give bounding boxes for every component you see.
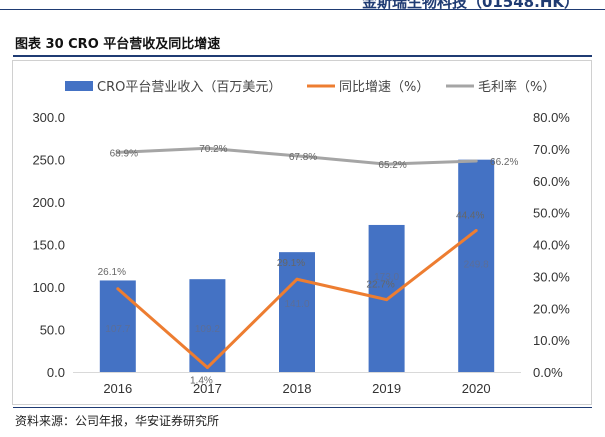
y-right-tick-label: 70.0% [533, 142, 570, 157]
source-note: 资料来源：公司年报，华安证券研究所 [15, 414, 220, 428]
y-right-tick-label: 60.0% [533, 174, 570, 189]
report-header: 金斯瑞生物科技（01548.HK） [0, 0, 605, 10]
y-right-tick-label: 40.0% [533, 238, 570, 253]
chart-frame: CRO平台营业收入（百万美元） 同比增速（%） 毛利率（%） 0.0 50.0 100.0… [12, 60, 592, 405]
y-left-tick-label: 0.0 [47, 365, 65, 380]
y-left-tick-label: 150.0 [32, 238, 65, 253]
x-tick-label: 2018 [283, 381, 312, 396]
legend-label-growth: 同比增速（%） [339, 80, 429, 95]
x-tick-label: 2017 [193, 381, 222, 396]
margin-value-label: 70.2% [199, 144, 227, 155]
bar-revenue [279, 252, 315, 372]
growth-value-label: 1.4% [190, 376, 213, 387]
point-growth [385, 298, 389, 302]
bar-value-label: 109.2 [195, 324, 220, 335]
y-right-tick-label: 50.0% [533, 206, 570, 221]
legend-swatch-revenue [65, 81, 93, 91]
bar-value-label: 141.0 [284, 299, 309, 310]
bar-value-label: 249.8 [464, 260, 489, 271]
y-left-tick-label: 100.0 [32, 280, 65, 295]
y-right-tick-label: 30.0% [533, 269, 570, 284]
y-right-tick-label: 10.0% [533, 333, 570, 348]
bar-value-label: 107.7 [105, 324, 130, 335]
bottom-rule [13, 407, 592, 408]
title-rule [13, 55, 592, 57]
x-tick-label: 2016 [103, 381, 132, 396]
point-margin [205, 146, 209, 150]
x-tick-label: 2019 [372, 381, 401, 396]
y-left-tick-label: 50.0 [40, 323, 65, 338]
growth-value-label: 22.7% [366, 280, 394, 291]
legend-label-margin: 毛利率（%） [478, 79, 555, 95]
legend-label-revenue: CRO平台营业收入（百万美元） [97, 80, 281, 95]
revenue-growth-chart: CRO平台营业收入（百万美元） 同比增速（%） 毛利率（%） 0.0 50.0 100.0… [32, 79, 570, 396]
header-company: 金斯瑞生物科技（01548.HK） [361, 0, 579, 10]
bar-revenue [458, 159, 495, 372]
y-left-tick-label: 200.0 [32, 195, 65, 210]
point-margin [474, 159, 478, 163]
y-right-tick-label: 80.0% [533, 110, 570, 125]
figure-title: 图表 30 CRO 平台营收及同比增速 [15, 37, 221, 52]
point-growth [205, 366, 209, 370]
bar-revenue [99, 280, 136, 372]
margin-value-label: 65.2% [378, 160, 406, 171]
header-rule [0, 9, 605, 10]
growth-value-label: 26.1% [98, 267, 126, 278]
point-margin [385, 162, 389, 166]
y-right-tick-label: 0.0% [533, 365, 563, 380]
y-left-tick-label: 300.0 [32, 110, 65, 125]
margin-value-label: 66.2% [490, 157, 518, 168]
growth-value-label: 44.4% [456, 210, 484, 221]
point-growth [116, 287, 120, 291]
margin-value-label: 68.9% [110, 148, 138, 159]
bar-value-label: 173.0 [374, 272, 399, 283]
point-margin [295, 154, 299, 158]
point-growth [295, 277, 299, 281]
point-growth [474, 228, 478, 232]
y-left-tick-label: 250.0 [32, 153, 65, 168]
margin-value-label: 67.8% [289, 152, 317, 163]
y-right-tick-label: 20.0% [533, 301, 570, 316]
growth-value-label: 29.1% [277, 258, 305, 269]
x-tick-label: 2020 [462, 381, 491, 396]
point-margin [116, 150, 120, 154]
